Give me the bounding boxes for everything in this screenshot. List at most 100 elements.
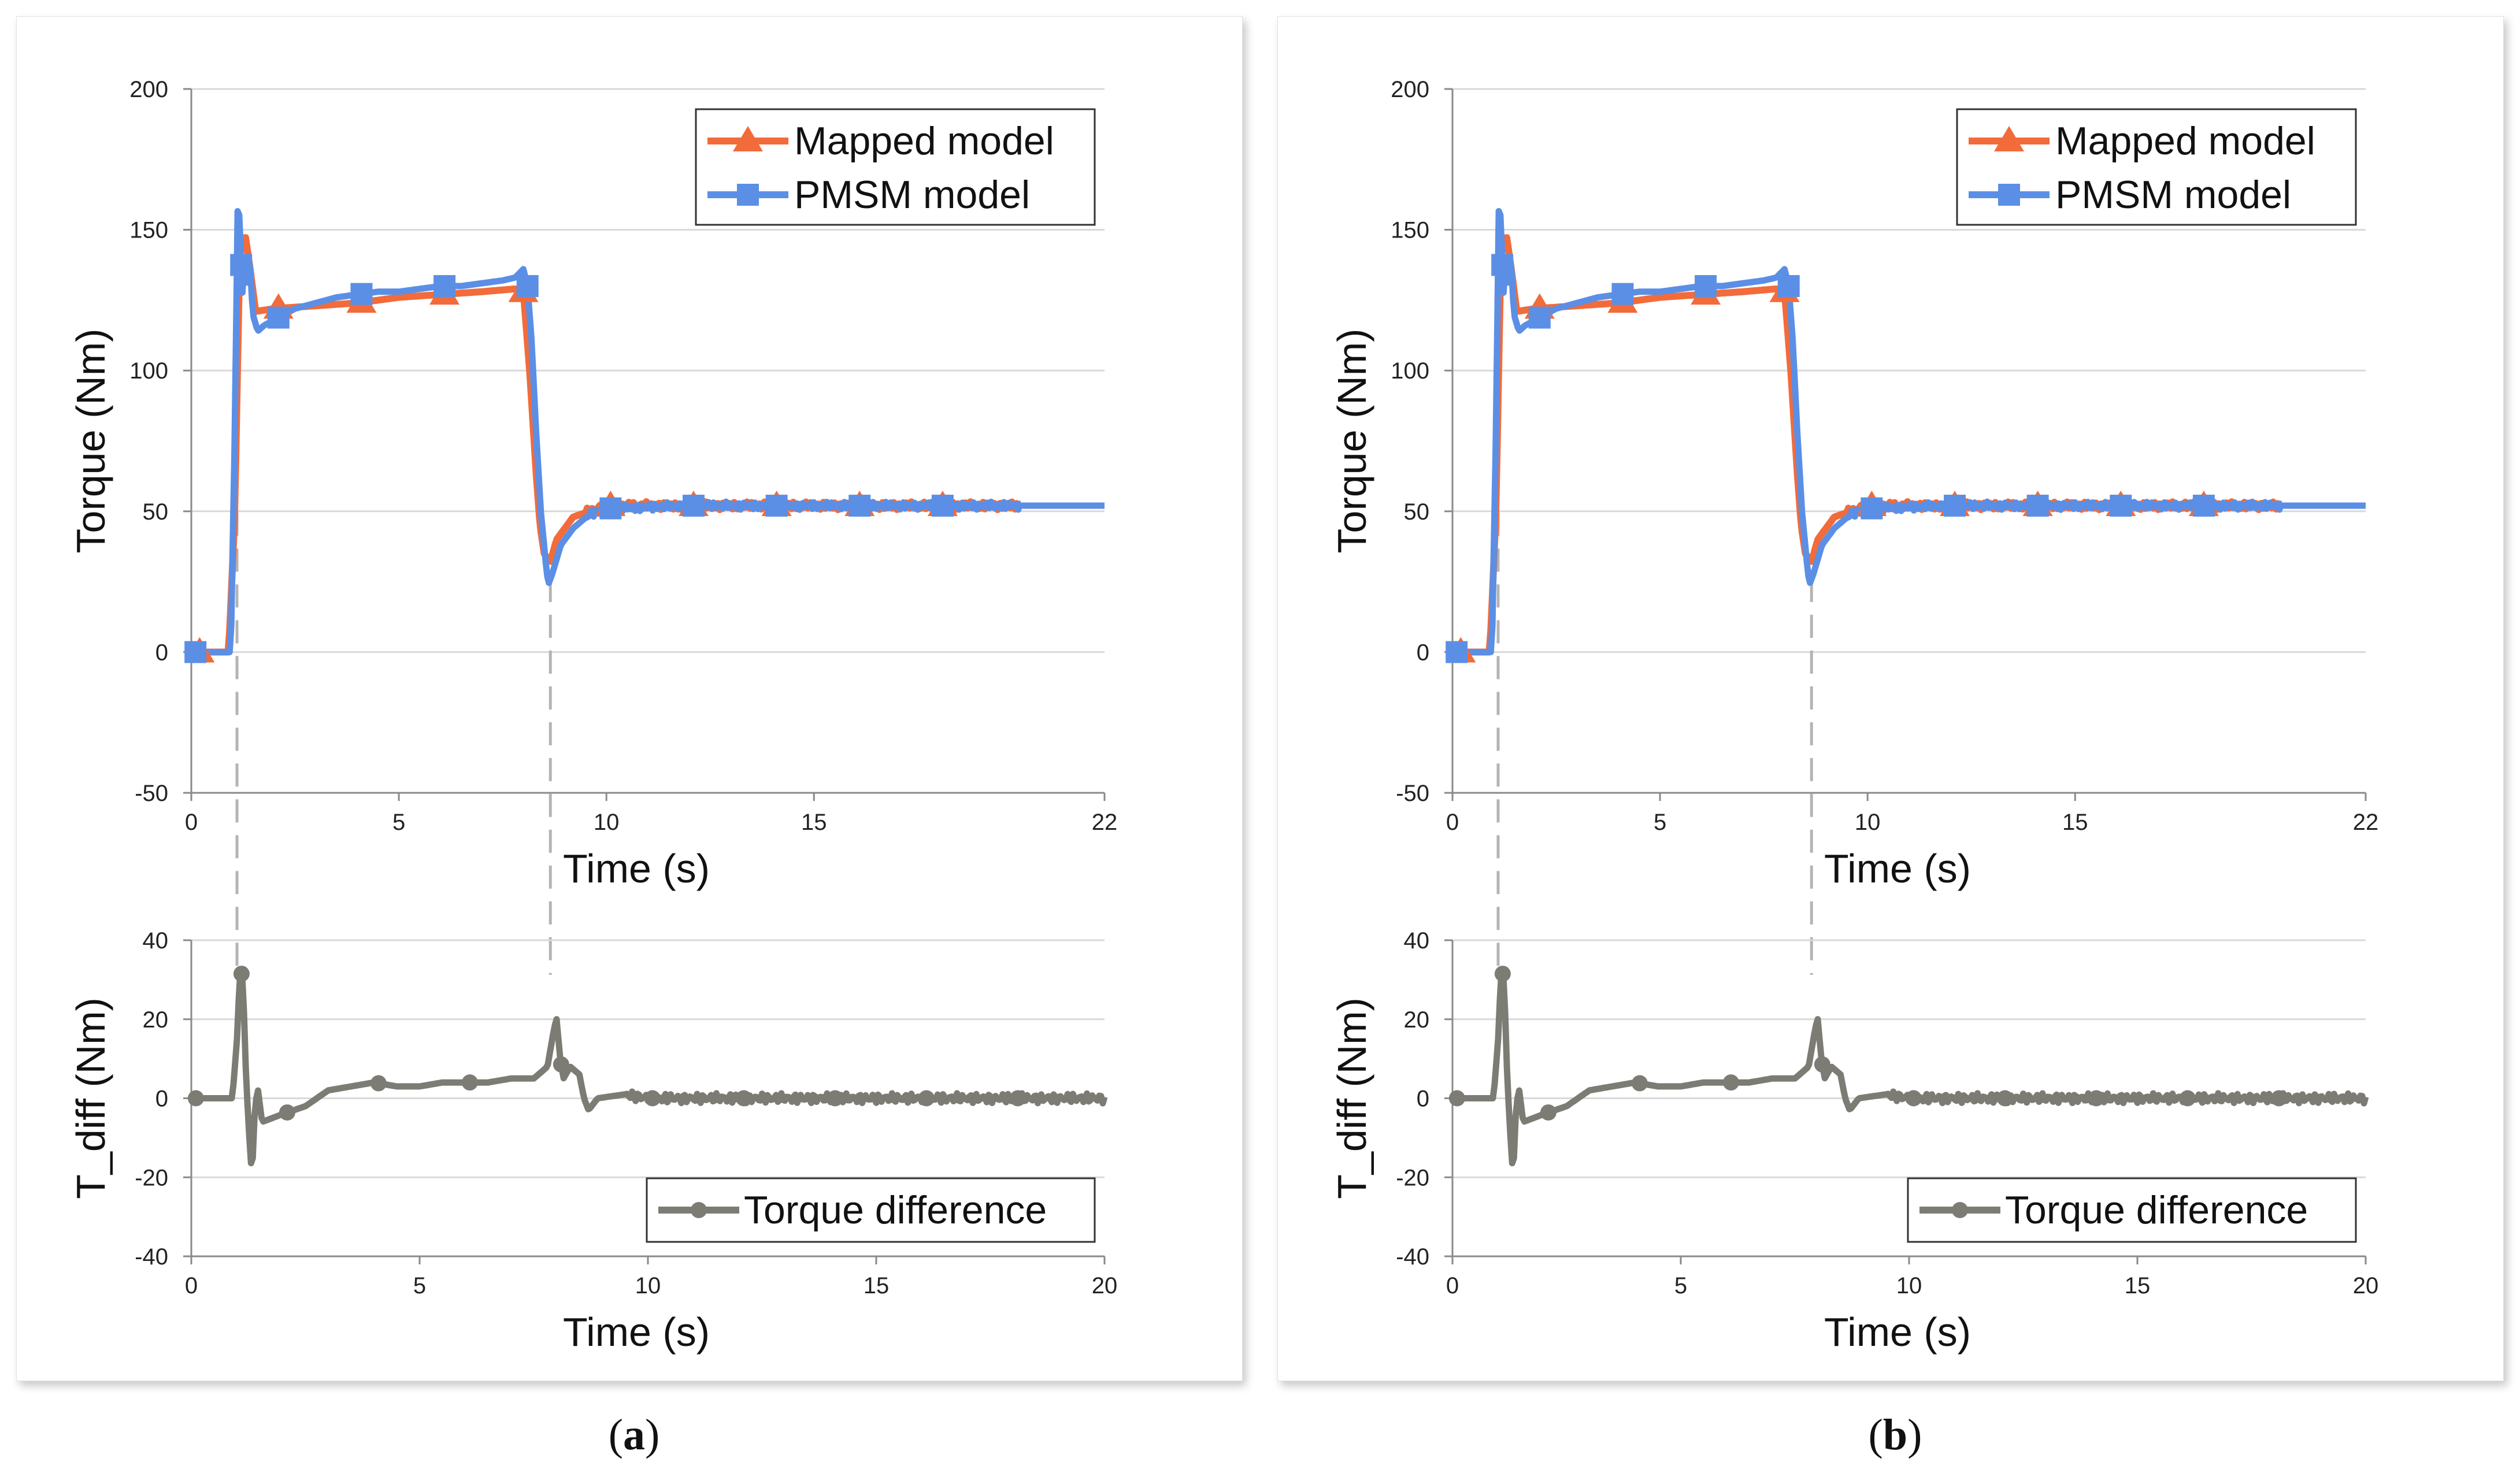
b-legend-pmsm-marker — [1998, 184, 2020, 206]
b-diff-marker — [2088, 1090, 2104, 1107]
b-diff-marker — [2179, 1090, 2196, 1107]
b-diff-x-axis-title: Time (s) — [1824, 1309, 1971, 1355]
a-diff-xtick-label: 15 — [864, 1273, 890, 1298]
a-diff-series — [187, 966, 1108, 1167]
b-diff-axes: -40 -20 0 20 40 0 5 10 15 20 Time (s) T_diff (Nm) — [1329, 928, 2378, 1355]
b-legend-box — [1956, 108, 2357, 226]
a-diff-legend: Torque difference — [646, 1177, 1096, 1243]
a-diff-marker — [644, 1090, 661, 1107]
b-diff-marker — [1814, 1056, 1830, 1073]
b-torque-ytick-label: 0 — [1417, 640, 1429, 665]
a-torque-ytick-label: 0 — [155, 640, 168, 665]
panel-b: -50 0 50 100 150 200 0 5 10 15 22 Time (s) Torque (N… — [1277, 16, 2504, 1381]
b-torque-ytick-label: -50 — [1396, 781, 1429, 806]
b-legend-diff-marker — [1952, 1202, 1968, 1218]
b-diff-ytick-label: 20 — [1404, 1007, 1430, 1033]
a-diff-xtick-label: 5 — [413, 1273, 426, 1298]
a-diff-ytick-label: 20 — [143, 1007, 169, 1033]
b-diff-ytick-label: -40 — [1396, 1244, 1429, 1270]
a-diff-marker — [279, 1104, 295, 1121]
b-diff-xtick-label: 10 — [1896, 1273, 1922, 1298]
b-pmsm-marker — [2192, 495, 2215, 517]
b-torque-xtick-label: 22 — [2353, 810, 2379, 835]
a-torque-ytick-label: 100 — [129, 358, 168, 384]
b-diff-marker — [1722, 1074, 1739, 1091]
b-diff-xtick-label: 15 — [2125, 1273, 2151, 1298]
b-legend-mapped-marker — [1994, 126, 2024, 151]
b-torque-ytick-label: 150 — [1391, 218, 1429, 243]
b-diff-ytick-label: 40 — [1404, 928, 1430, 954]
a-diff-xtick-label: 0 — [185, 1273, 198, 1298]
a-legend-diff-label: Torque difference — [744, 1188, 1047, 1232]
b-torque-y-axis-title: Torque (Nm) — [1329, 329, 1374, 554]
a-diff-marker — [735, 1090, 752, 1107]
a-pmsm-model-line — [190, 208, 1024, 655]
b-diff-y-axis-title: T_diff (Nm) — [1329, 997, 1374, 1199]
b-diff-series — [1448, 966, 2369, 1167]
a-torque-y-axis-title: Torque (Nm) — [68, 329, 113, 554]
b-diff-xtick-label: 20 — [2353, 1273, 2379, 1298]
a-pmsm-marker — [765, 495, 788, 517]
a-diff-x-axis-title: Time (s) — [563, 1309, 710, 1355]
b-torque-difference-line — [1451, 966, 2369, 1167]
panel-a: -50 0 50 100 150 200 0 5 10 15 22 Time (s) Torque (N… — [16, 16, 1243, 1381]
a-diff-marker — [553, 1056, 569, 1073]
b-torque-ytick-label: 200 — [1391, 77, 1429, 102]
a-torque-series — [184, 208, 1105, 663]
b-diff-xtick-label: 5 — [1674, 1273, 1687, 1298]
b-pmsm-marker — [2110, 495, 2132, 517]
a-diff-xtick-label: 20 — [1092, 1273, 1118, 1298]
b-diff-marker — [1540, 1104, 1557, 1121]
a-pmsm-marker — [267, 306, 290, 329]
b-diff-marker — [1631, 1075, 1648, 1092]
b-pmsm-marker — [1446, 641, 1468, 663]
b-torque-ytick-label: 50 — [1404, 499, 1430, 525]
b-diff-ytick-label: -20 — [1396, 1165, 1429, 1190]
a-torque-axes: -50 0 50 100 150 200 0 5 10 15 22 Time (s) Torque (N… — [68, 77, 1117, 891]
a-torque-ytick-label: -50 — [135, 781, 168, 806]
a-torque-xtick-label: 22 — [1092, 810, 1118, 835]
b-pmsm-marker — [1528, 306, 1551, 329]
b-diff-marker — [1448, 1090, 1465, 1107]
a-torque-ytick-label: 200 — [129, 77, 168, 102]
b-legend-diff-label: Torque difference — [2005, 1188, 2308, 1232]
a-diff-marker — [187, 1090, 204, 1107]
b-torque-axes: -50 0 50 100 150 200 0 5 10 15 22 Time (s) Torque (N… — [1329, 77, 2378, 891]
b-diff-xtick-label: 0 — [1446, 1273, 1459, 1298]
b-torque-series — [1446, 208, 2366, 663]
a-diff-marker — [1009, 1090, 1026, 1107]
b-diff-legend: Torque difference — [1907, 1177, 2357, 1243]
a-torque-difference-line — [190, 966, 1108, 1167]
a-pmsm-marker — [433, 275, 456, 298]
b-torque-legend: Mapped model PMSM model — [1956, 108, 2357, 226]
a-torque-xtick-label: 15 — [801, 810, 827, 835]
a-torque-legend: Mapped model PMSM model — [695, 108, 1096, 226]
b-torque-xtick-label: 10 — [1855, 810, 1881, 835]
a-pmsm-marker — [230, 254, 253, 276]
b-torque-ytick-label: 100 — [1391, 358, 1429, 384]
a-torque-ytick-label: 150 — [129, 218, 168, 243]
a-torque-x-axis-title: Time (s) — [563, 846, 710, 891]
a-torque-xtick-label: 5 — [392, 810, 405, 835]
b-torque-x-axis-title: Time (s) — [1824, 846, 1971, 891]
b-pmsm-marker — [1611, 283, 1634, 305]
caption-b: (b) — [1868, 1411, 1922, 1459]
a-diff-axes: -40 -20 0 20 40 0 5 10 15 20 Time (s) T_diff (Nm) — [68, 928, 1117, 1355]
a-pmsm-marker — [848, 495, 871, 517]
a-legend-mapped-marker — [733, 126, 763, 151]
b-pmsm-marker — [2026, 495, 2049, 517]
b-diff-marker — [1494, 966, 1511, 982]
a-pmsm-marker — [683, 495, 705, 517]
a-pmsm-marker — [350, 283, 373, 305]
b-pmsm-marker — [1777, 275, 1800, 298]
a-diff-marker — [233, 966, 250, 982]
a-diff-marker — [827, 1090, 843, 1107]
b-torque-xtick-label: 0 — [1446, 810, 1459, 835]
b-pmsm-marker — [1695, 275, 1717, 298]
a-pmsm-marker — [599, 497, 622, 520]
b-pmsm-marker — [1944, 495, 1966, 517]
a-torque-ytick-label: 50 — [143, 499, 169, 525]
a-diff-marker — [370, 1075, 387, 1092]
a-diff-ytick-label: -20 — [135, 1165, 168, 1190]
